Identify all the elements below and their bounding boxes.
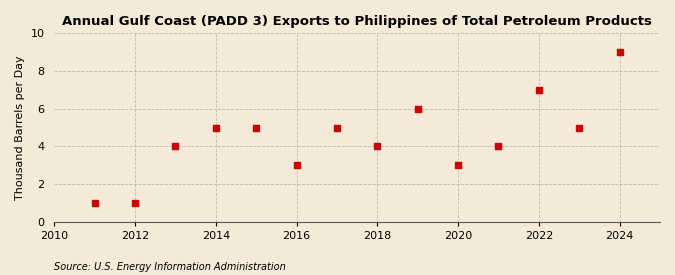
Point bbox=[533, 88, 544, 92]
Point bbox=[493, 144, 504, 148]
Point bbox=[291, 163, 302, 167]
Point bbox=[211, 125, 221, 130]
Point bbox=[130, 201, 140, 205]
Point bbox=[331, 125, 342, 130]
Point bbox=[89, 201, 100, 205]
Y-axis label: Thousand Barrels per Day: Thousand Barrels per Day bbox=[15, 55, 25, 200]
Point bbox=[251, 125, 262, 130]
Point bbox=[574, 125, 585, 130]
Point bbox=[170, 144, 181, 148]
Point bbox=[372, 144, 383, 148]
Title: Annual Gulf Coast (PADD 3) Exports to Philippines of Total Petroleum Products: Annual Gulf Coast (PADD 3) Exports to Ph… bbox=[62, 15, 652, 28]
Point bbox=[614, 50, 625, 54]
Point bbox=[412, 106, 423, 111]
Point bbox=[453, 163, 464, 167]
Text: Source: U.S. Energy Information Administration: Source: U.S. Energy Information Administ… bbox=[54, 262, 286, 272]
